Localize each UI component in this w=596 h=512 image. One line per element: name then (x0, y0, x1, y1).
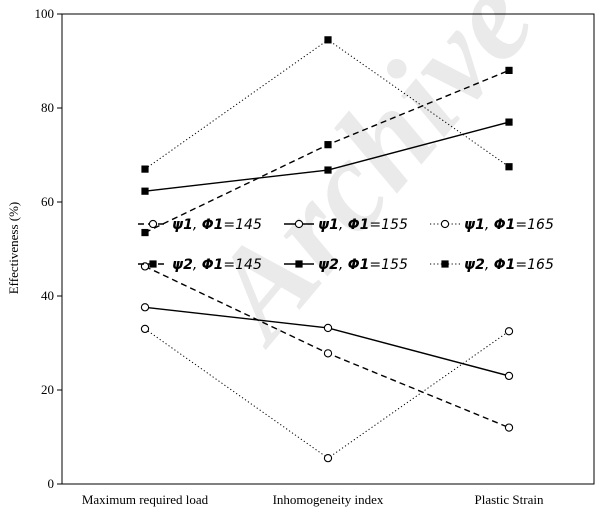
data-point-circle (323, 453, 333, 463)
legend-label: ψ2, Φ1=155 (318, 257, 408, 273)
legend-label: ψ1, Φ1=165 (464, 217, 554, 233)
y-tick-label: 60 (41, 194, 54, 209)
legend-label: ψ2, Φ1=145 (172, 257, 262, 273)
legend-sep: , (339, 217, 348, 233)
legend-phi-value: =155 (369, 257, 408, 273)
legend-label: ψ1, Φ1=145 (172, 217, 262, 233)
axes: 0 20 40 60 80 100 Maximum required load Inhomog… (35, 6, 595, 507)
legend-phi-value: =165 (515, 217, 554, 233)
data-point-square (324, 36, 332, 44)
legend-item-5: ψ2, Φ1=155 (284, 257, 408, 273)
series-group (140, 36, 514, 463)
legend-item-6: ψ2, Φ1=165 (430, 257, 554, 273)
legend-phi-symbol: Φ1 (494, 257, 516, 273)
legend-item-3: ψ1, Φ1=165 (430, 217, 554, 233)
y-tick-label: 80 (41, 100, 54, 115)
y-tick-label: 40 (41, 288, 54, 303)
data-point-square (141, 165, 149, 173)
x-tick-label: Plastic Strain (475, 492, 544, 507)
data-point-square (141, 228, 149, 237)
legend-phi-symbol: Φ1 (348, 257, 370, 273)
legend-psi: ψ1 (464, 217, 485, 233)
y-axis-label: Effectiveness (%) (6, 202, 21, 295)
legend-marker-circle (440, 219, 450, 229)
legend-phi-symbol: Φ1 (202, 217, 224, 233)
legend-sep: , (193, 217, 202, 233)
legend-label: ψ2, Φ1=165 (464, 257, 554, 273)
data-point-circle (504, 423, 514, 432)
data-point-square (141, 187, 149, 195)
legend-marker-square (295, 260, 303, 268)
legend-phi-symbol: Φ1 (348, 217, 370, 233)
data-point-circle (323, 349, 333, 358)
legend-marker-circle (148, 219, 158, 229)
legend-sep: , (485, 257, 494, 273)
legend-sep: , (193, 257, 202, 273)
legend-item-4: ψ2, Φ1=145 (138, 257, 262, 273)
data-point-square (505, 66, 513, 74)
data-point-circle (140, 324, 150, 334)
x-tick-label: Inhomogeneity index (273, 492, 384, 507)
legend-phi-value: =145 (223, 257, 262, 273)
series-line (144, 328, 510, 459)
legend-phi-value: =155 (369, 217, 408, 233)
legend-psi: ψ2 (318, 257, 339, 273)
data-point-square (505, 118, 513, 126)
data-point-circle (323, 323, 333, 333)
data-point-circle (504, 327, 514, 336)
series-4 (141, 66, 513, 237)
legend-psi: ψ2 (464, 257, 485, 273)
plot-area-frame (61, 13, 595, 485)
legend-marker-circle (294, 219, 304, 229)
series-1 (140, 262, 514, 432)
legend-phi-value: =165 (515, 257, 554, 273)
series-2 (140, 303, 514, 381)
data-point-circle (504, 371, 514, 381)
watermark-text: Archive (177, 0, 561, 369)
y-tick-label: 20 (41, 382, 54, 397)
legend-marker-square (149, 260, 157, 268)
legend-phi-symbol: Φ1 (202, 257, 224, 273)
legend-sep: , (339, 257, 348, 273)
legend-item-2: ψ1, Φ1=155 (284, 217, 408, 233)
data-point-square (324, 141, 332, 149)
legend-psi: ψ1 (172, 217, 193, 233)
series-6 (141, 36, 513, 173)
legend-psi: ψ2 (172, 257, 193, 273)
legend-label: ψ1, Φ1=155 (318, 217, 408, 233)
legend-sep: , (485, 217, 494, 233)
x-tick-label: Maximum required load (82, 492, 209, 507)
series-3 (140, 324, 514, 463)
data-point-square (324, 166, 332, 174)
legend-item-1: ψ1, Φ1=145 (138, 217, 262, 233)
y-tick-label: 0 (48, 476, 55, 491)
data-point-square (505, 163, 513, 171)
data-point-circle (140, 303, 150, 312)
legend-phi-value: =145 (223, 217, 262, 233)
y-tick-label: 100 (35, 6, 55, 21)
series-5 (141, 118, 513, 195)
legend-phi-symbol: Φ1 (494, 217, 516, 233)
legend-marker-square (441, 260, 449, 268)
legend-psi: ψ1 (318, 217, 339, 233)
